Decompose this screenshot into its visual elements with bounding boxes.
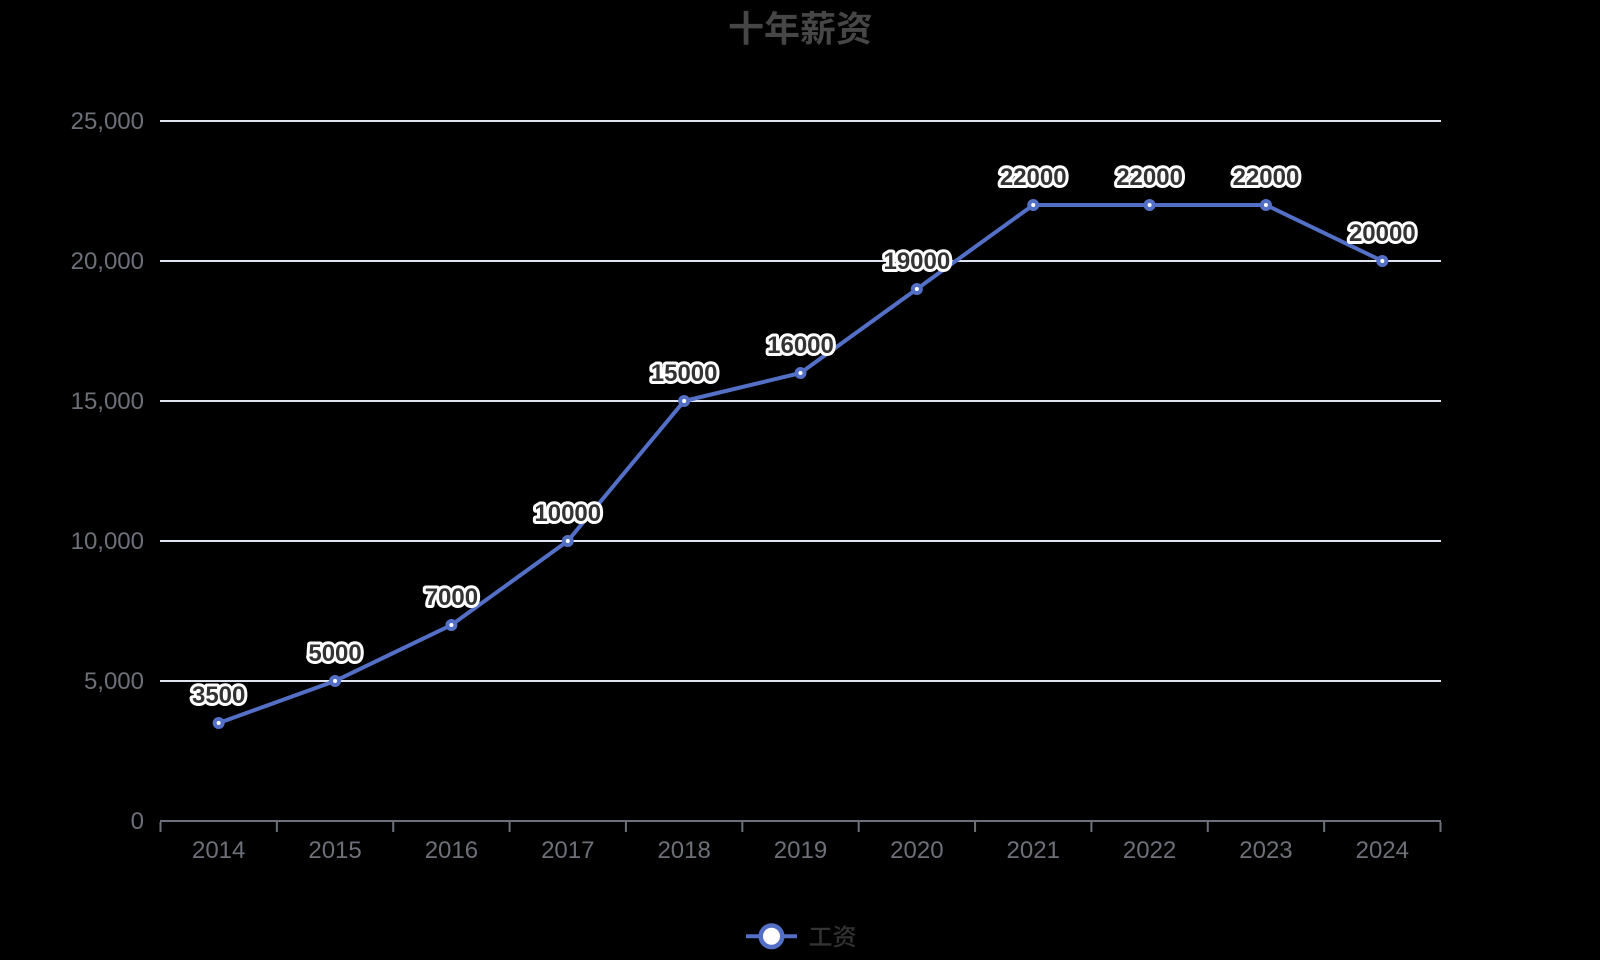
svg-text:2018: 2018 [657, 837, 710, 864]
svg-text:2014: 2014 [192, 837, 245, 864]
svg-text:3500: 3500 [192, 682, 245, 709]
svg-text:2020: 2020 [890, 837, 943, 864]
svg-text:2022: 2022 [1123, 837, 1176, 864]
svg-text:25,000: 25,000 [71, 108, 144, 135]
svg-text:16000: 16000 [767, 332, 834, 359]
svg-text:2017: 2017 [541, 837, 594, 864]
svg-text:5,000: 5,000 [84, 668, 144, 695]
svg-text:22000: 22000 [1000, 164, 1067, 191]
svg-text:20,000: 20,000 [71, 248, 144, 275]
svg-text:22000: 22000 [1116, 164, 1183, 191]
svg-text:0: 0 [131, 808, 144, 835]
svg-text:2015: 2015 [308, 837, 361, 864]
svg-text:22000: 22000 [1233, 164, 1300, 191]
svg-text:15000: 15000 [651, 360, 718, 387]
svg-text:2021: 2021 [1007, 837, 1060, 864]
svg-text:2016: 2016 [425, 837, 478, 864]
svg-text:7000: 7000 [425, 584, 478, 611]
svg-text:20000: 20000 [1349, 220, 1416, 247]
svg-text:5000: 5000 [308, 640, 361, 667]
svg-text:2023: 2023 [1239, 837, 1292, 864]
svg-text:10000: 10000 [534, 500, 601, 527]
svg-text:10,000: 10,000 [71, 528, 144, 555]
svg-text:2024: 2024 [1356, 837, 1409, 864]
svg-text:2019: 2019 [774, 837, 827, 864]
svg-text:19000: 19000 [883, 248, 950, 275]
svg-text:15,000: 15,000 [71, 388, 144, 415]
